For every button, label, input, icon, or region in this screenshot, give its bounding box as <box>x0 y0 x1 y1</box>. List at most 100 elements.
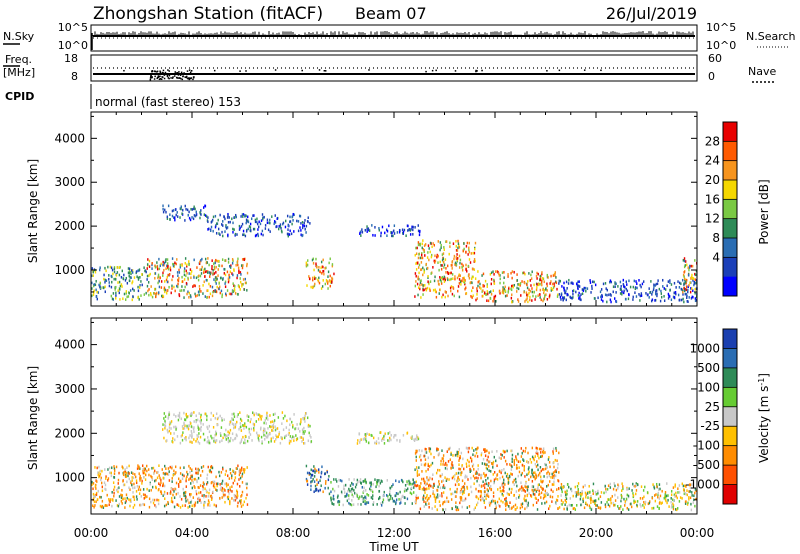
freq-left-label: Freq. <box>5 53 32 66</box>
nave-point <box>161 71 164 74</box>
power-cell <box>224 292 227 296</box>
power-cell <box>539 296 541 299</box>
power-cell <box>517 283 519 286</box>
power-cell <box>156 261 158 264</box>
velocity-cell <box>324 472 326 476</box>
velocity-cell <box>364 499 366 503</box>
power-cell <box>176 215 179 218</box>
velocity-cell <box>314 467 316 471</box>
velocity-cell <box>203 501 205 505</box>
velocity-cell <box>461 464 463 467</box>
velocity-cell <box>309 472 312 476</box>
velocity-cell <box>679 496 682 499</box>
power-cell <box>301 226 304 230</box>
power-cell <box>299 226 301 229</box>
velocity-cell <box>222 490 224 494</box>
velocity-cell <box>505 499 507 503</box>
power-cell <box>593 297 596 300</box>
velocity-cell <box>198 486 200 489</box>
velocity-cell <box>621 489 623 492</box>
power-cell <box>302 224 304 227</box>
velocity-cell <box>113 469 116 472</box>
velocity-cell <box>636 500 639 503</box>
power-cell <box>418 252 420 256</box>
velocity-cell <box>260 426 262 430</box>
power-cell <box>305 261 308 265</box>
power-cell <box>550 286 552 290</box>
power-ylabel: Slant Range [km] <box>26 159 40 263</box>
power-cell <box>468 274 470 278</box>
nave-point <box>153 78 156 80</box>
velocity-cell <box>403 489 406 493</box>
power-cell <box>473 258 476 261</box>
velocity-cell <box>653 485 655 489</box>
velocity-cell <box>620 497 622 501</box>
power-cell <box>678 281 681 285</box>
power-cell <box>453 254 456 258</box>
velocity-cell <box>571 503 573 507</box>
power-cell <box>634 287 637 291</box>
power-cell <box>507 275 509 278</box>
velocity-cell <box>126 480 128 484</box>
power-cell <box>677 293 680 297</box>
power-cell <box>568 278 570 282</box>
power-cell <box>169 268 172 272</box>
velocity-cell <box>479 489 481 493</box>
power-cell <box>171 287 173 290</box>
velocity-cell <box>449 458 452 462</box>
velocity-cell <box>207 494 209 498</box>
velocity-cell <box>210 494 213 498</box>
velocity-cell <box>653 486 656 490</box>
nave-point <box>175 72 177 74</box>
power-cell <box>468 246 470 250</box>
velocity-cell <box>183 491 185 495</box>
velocity-cell <box>456 506 459 509</box>
velocity-cell <box>98 474 101 478</box>
velocity-cell <box>441 457 443 460</box>
power-cell <box>650 299 653 303</box>
velocity-cell <box>184 490 187 494</box>
velocity-cell <box>339 479 342 482</box>
power-cell <box>434 288 436 292</box>
power-cell <box>217 227 220 231</box>
velocity-cell <box>227 433 230 437</box>
power-colorbar-segment <box>723 160 737 181</box>
velocity-cell <box>418 484 420 488</box>
velocity-cell <box>338 503 340 507</box>
velocity-cell <box>682 488 685 491</box>
velocity-cell <box>343 487 346 491</box>
velocity-cell <box>150 488 152 492</box>
velocity-cell <box>291 437 293 440</box>
power-cell <box>163 261 166 265</box>
velocity-cell <box>381 439 383 442</box>
velocity-cell <box>573 506 576 510</box>
power-cell <box>660 292 663 295</box>
velocity-cell <box>492 466 494 469</box>
power-cell <box>157 273 160 277</box>
velocity-cell <box>243 441 245 445</box>
velocity-cell <box>620 493 623 497</box>
velocity-cell <box>423 479 425 483</box>
power-cell <box>510 287 512 291</box>
velocity-cell <box>471 458 473 461</box>
velocity-cell <box>91 480 93 484</box>
velocity-cell <box>158 464 160 467</box>
power-cell <box>310 285 312 289</box>
power-cell <box>412 225 414 229</box>
velocity-cell <box>117 490 119 494</box>
velocity-cell <box>456 452 459 455</box>
power-cell <box>409 233 412 236</box>
power-cell <box>113 267 116 271</box>
velocity-cell <box>642 489 645 492</box>
velocity-cell <box>510 491 512 494</box>
velocity-cell <box>277 435 279 439</box>
velocity-cell <box>596 492 598 496</box>
power-cell <box>205 278 208 282</box>
velocity-cell <box>531 473 534 476</box>
velocity-cell <box>425 451 428 454</box>
velocity-colorbar-label: Velocity [m s-1] <box>757 373 772 463</box>
velocity-cell <box>324 482 327 485</box>
velocity-cell <box>173 496 176 500</box>
power-cell <box>174 218 176 222</box>
power-cell <box>625 280 627 284</box>
